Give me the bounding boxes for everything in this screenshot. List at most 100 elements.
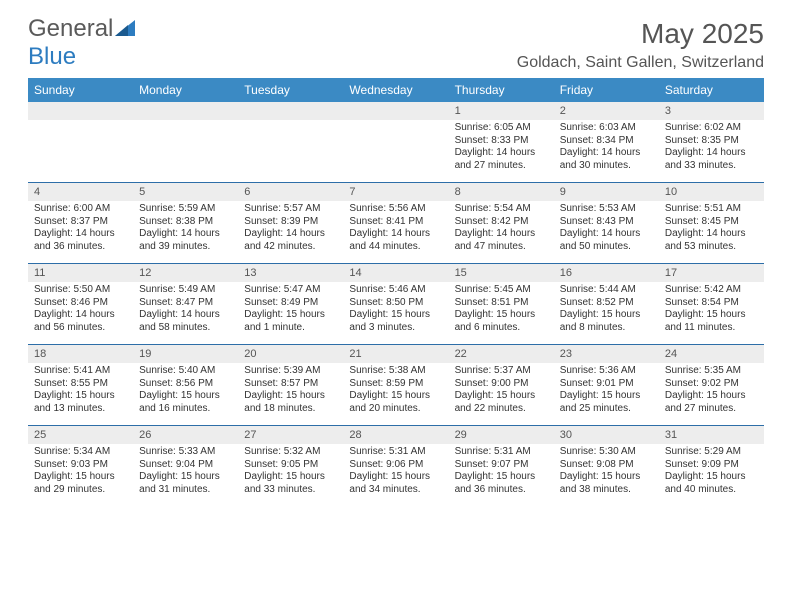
week-row: 18Sunrise: 5:41 AMSunset: 8:55 PMDayligh… (28, 345, 764, 426)
sunset-line: Sunset: 8:46 PM (34, 297, 127, 310)
sunrise-line: Sunrise: 5:33 AM (139, 446, 232, 459)
day-number: 12 (133, 264, 238, 282)
sunrise-line: Sunrise: 5:57 AM (244, 203, 337, 216)
day-cell: 6Sunrise: 5:57 AMSunset: 8:39 PMDaylight… (238, 183, 343, 263)
sunrise-line: Sunrise: 5:31 AM (349, 446, 442, 459)
sunset-line: Sunset: 8:39 PM (244, 216, 337, 229)
day-body (238, 120, 343, 126)
day-cell (28, 102, 133, 182)
day-header-friday: Friday (554, 78, 659, 102)
day-number: 19 (133, 345, 238, 363)
day-headers-row: Sunday Monday Tuesday Wednesday Thursday… (28, 78, 764, 102)
day-number: 7 (343, 183, 448, 201)
daylight-line: Daylight: 15 hours and 20 minutes. (349, 390, 442, 415)
daylight-line: Daylight: 14 hours and 58 minutes. (139, 309, 232, 334)
daylight-line: Daylight: 15 hours and 3 minutes. (349, 309, 442, 334)
day-number: 27 (238, 426, 343, 444)
day-cell: 28Sunrise: 5:31 AMSunset: 9:06 PMDayligh… (343, 426, 448, 506)
day-body: Sunrise: 6:00 AMSunset: 8:37 PMDaylight:… (28, 201, 133, 257)
day-cell: 21Sunrise: 5:38 AMSunset: 8:59 PMDayligh… (343, 345, 448, 425)
sunrise-line: Sunrise: 6:02 AM (665, 122, 758, 135)
daylight-line: Daylight: 14 hours and 42 minutes. (244, 228, 337, 253)
daylight-line: Daylight: 15 hours and 33 minutes. (244, 471, 337, 496)
daylight-line: Daylight: 15 hours and 8 minutes. (560, 309, 653, 334)
day-body: Sunrise: 5:50 AMSunset: 8:46 PMDaylight:… (28, 282, 133, 338)
week-row: 4Sunrise: 6:00 AMSunset: 8:37 PMDaylight… (28, 183, 764, 264)
day-header-sunday: Sunday (28, 78, 133, 102)
daylight-line: Daylight: 15 hours and 38 minutes. (560, 471, 653, 496)
day-cell: 4Sunrise: 6:00 AMSunset: 8:37 PMDaylight… (28, 183, 133, 263)
sunset-line: Sunset: 8:45 PM (665, 216, 758, 229)
day-body: Sunrise: 5:34 AMSunset: 9:03 PMDaylight:… (28, 444, 133, 500)
day-cell: 27Sunrise: 5:32 AMSunset: 9:05 PMDayligh… (238, 426, 343, 506)
day-number (133, 102, 238, 120)
sunset-line: Sunset: 8:35 PM (665, 135, 758, 148)
day-cell (133, 102, 238, 182)
daylight-line: Daylight: 15 hours and 16 minutes. (139, 390, 232, 415)
sunset-line: Sunset: 8:37 PM (34, 216, 127, 229)
day-cell: 10Sunrise: 5:51 AMSunset: 8:45 PMDayligh… (659, 183, 764, 263)
day-cell: 16Sunrise: 5:44 AMSunset: 8:52 PMDayligh… (554, 264, 659, 344)
day-body: Sunrise: 5:53 AMSunset: 8:43 PMDaylight:… (554, 201, 659, 257)
day-body: Sunrise: 5:36 AMSunset: 9:01 PMDaylight:… (554, 363, 659, 419)
calendar: Sunday Monday Tuesday Wednesday Thursday… (28, 78, 764, 506)
day-number: 20 (238, 345, 343, 363)
day-number: 11 (28, 264, 133, 282)
daylight-line: Daylight: 14 hours and 39 minutes. (139, 228, 232, 253)
day-cell (343, 102, 448, 182)
day-number: 2 (554, 102, 659, 120)
daylight-line: Daylight: 15 hours and 6 minutes. (455, 309, 548, 334)
daylight-line: Daylight: 15 hours and 40 minutes. (665, 471, 758, 496)
sunrise-line: Sunrise: 5:31 AM (455, 446, 548, 459)
sunrise-line: Sunrise: 5:37 AM (455, 365, 548, 378)
sunset-line: Sunset: 8:33 PM (455, 135, 548, 148)
day-number: 17 (659, 264, 764, 282)
day-cell: 13Sunrise: 5:47 AMSunset: 8:49 PMDayligh… (238, 264, 343, 344)
day-number: 26 (133, 426, 238, 444)
location: Goldach, Saint Gallen, Switzerland (517, 54, 764, 72)
daylight-line: Daylight: 15 hours and 34 minutes. (349, 471, 442, 496)
sunrise-line: Sunrise: 6:00 AM (34, 203, 127, 216)
sunset-line: Sunset: 9:08 PM (560, 459, 653, 472)
day-cell: 8Sunrise: 5:54 AMSunset: 8:42 PMDaylight… (449, 183, 554, 263)
sunset-line: Sunset: 9:01 PM (560, 378, 653, 391)
day-number: 30 (554, 426, 659, 444)
sunset-line: Sunset: 8:50 PM (349, 297, 442, 310)
sunrise-line: Sunrise: 6:05 AM (455, 122, 548, 135)
sunrise-line: Sunrise: 5:36 AM (560, 365, 653, 378)
day-cell: 30 Sunrise: 5:30 AMSunset: 9:08 PMDayligh… (554, 426, 659, 506)
day-number: 31 (659, 426, 764, 444)
sunrise-line: Sunrise: 5:39 AM (244, 365, 337, 378)
day-number: 25 (28, 426, 133, 444)
logo: General Blue (28, 18, 135, 68)
day-body: Sunrise: 5:31 AMSunset: 9:06 PMDaylight:… (343, 444, 448, 500)
sunrise-line: Sunrise: 5:49 AM (139, 284, 232, 297)
day-number: 1 (449, 102, 554, 120)
sunset-line: Sunset: 9:00 PM (455, 378, 548, 391)
sunrise-line: Sunrise: 5:46 AM (349, 284, 442, 297)
day-cell: 29Sunrise: 5:31 AMSunset: 9:07 PMDayligh… (449, 426, 554, 506)
day-body: Sunrise: 5:33 AMSunset: 9:04 PMDaylight:… (133, 444, 238, 500)
day-cell: 3Sunrise: 6:02 AMSunset: 8:35 PMDaylight… (659, 102, 764, 182)
day-cell: 31Sunrise: 5:29 AMSunset: 9:09 PMDayligh… (659, 426, 764, 506)
month-title: May 2025 (517, 18, 764, 50)
sunrise-line: Sunrise: 5:30 AM (560, 446, 653, 459)
day-body: Sunrise: 5:31 AMSunset: 9:07 PMDaylight:… (449, 444, 554, 500)
sunset-line: Sunset: 8:49 PM (244, 297, 337, 310)
day-number: 4 (28, 183, 133, 201)
day-cell: 15Sunrise: 5:45 AMSunset: 8:51 PMDayligh… (449, 264, 554, 344)
day-body: Sunrise: 6:05 AMSunset: 8:33 PMDaylight:… (449, 120, 554, 176)
sunrise-line: Sunrise: 5:41 AM (34, 365, 127, 378)
daylight-line: Daylight: 14 hours and 30 minutes. (560, 147, 653, 172)
day-number: 8 (449, 183, 554, 201)
daylight-line: Daylight: 15 hours and 36 minutes. (455, 471, 548, 496)
day-header-tuesday: Tuesday (238, 78, 343, 102)
week-row: 1Sunrise: 6:05 AMSunset: 8:33 PMDaylight… (28, 102, 764, 183)
sunrise-line: Sunrise: 5:59 AM (139, 203, 232, 216)
day-body: Sunrise: 5:29 AMSunset: 9:09 PMDaylight:… (659, 444, 764, 500)
title-area: May 2025 Goldach, Saint Gallen, Switzerl… (517, 18, 764, 72)
sunset-line: Sunset: 8:57 PM (244, 378, 337, 391)
daylight-line: Daylight: 14 hours and 33 minutes. (665, 147, 758, 172)
day-number: 14 (343, 264, 448, 282)
sunset-line: Sunset: 9:06 PM (349, 459, 442, 472)
